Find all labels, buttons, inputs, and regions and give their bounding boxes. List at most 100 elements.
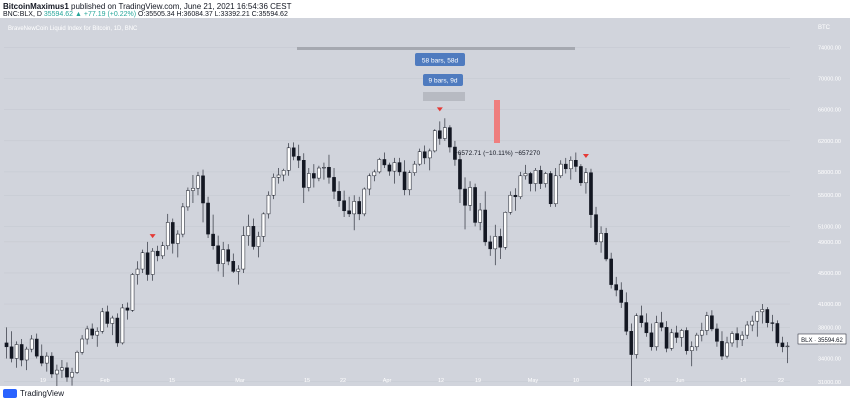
- chart-area[interactable]: BraveNewCoin Liquid Index for Bitcoin, 1…: [0, 18, 850, 390]
- candle: [548, 171, 553, 207]
- candle: [453, 140, 457, 166]
- candle: [80, 335, 84, 355]
- price-tag: [797, 333, 847, 345]
- candle: [432, 129, 437, 153]
- candle: [125, 302, 130, 320]
- candle: [523, 164, 528, 180]
- y-tick-label: 58000.00: [818, 170, 841, 176]
- quote-line: BNC:BLX, D 35594.62 ▲ +77.19 (+0.22%) O:…: [3, 11, 288, 18]
- chart-title: BraveNewCoin Liquid Index for Bitcoin, 1…: [8, 26, 138, 32]
- candle: [176, 230, 180, 258]
- candle: [463, 177, 467, 230]
- candle: [34, 333, 39, 359]
- y-tick-label: 51000.00: [818, 224, 841, 230]
- candle: [322, 162, 326, 180]
- candle: [543, 171, 548, 188]
- y-tick-label: 38000.00: [818, 325, 841, 331]
- candle: [730, 331, 734, 347]
- bars-text-58: 58 bars, 58d: [422, 58, 459, 65]
- candle: [377, 157, 382, 174]
- candle: [538, 165, 543, 190]
- candle: [24, 346, 29, 371]
- candle: [765, 307, 770, 328]
- candle: [609, 252, 613, 289]
- candle: [659, 311, 664, 332]
- published-text: published on TradingView.com, June 21, 2…: [71, 2, 292, 11]
- candle: [236, 265, 241, 285]
- footer: TradingView: [0, 386, 850, 403]
- top-marker: [436, 107, 443, 112]
- x-tick-label: 14: [740, 378, 746, 384]
- candle: [740, 331, 744, 347]
- candle: [75, 350, 79, 374]
- candle: [599, 226, 603, 253]
- candle: [498, 228, 503, 259]
- author-name[interactable]: BitcoinMaximus1: [3, 2, 69, 11]
- candle: [417, 148, 422, 166]
- candle: [276, 168, 281, 184]
- candle: [271, 173, 276, 200]
- candlestick-series: [4, 118, 790, 390]
- last-price: 35594.62: [43, 11, 74, 18]
- candle: [317, 165, 321, 182]
- candle: [150, 248, 155, 281]
- x-tick-label: Apr: [383, 378, 392, 384]
- candle: [251, 218, 256, 250]
- x-tick-label: 24: [644, 378, 650, 384]
- candle: [614, 276, 618, 297]
- y-tick-label: 66000.00: [818, 108, 841, 114]
- price-tag-text: BLX · 35594.62: [801, 338, 843, 344]
- candle: [332, 168, 336, 200]
- candle: [221, 241, 225, 277]
- candle: [735, 327, 739, 348]
- candle: [438, 121, 442, 145]
- x-tick-label: Mar: [235, 378, 245, 384]
- candle: [165, 213, 170, 250]
- candle: [65, 362, 69, 382]
- candle: [281, 168, 286, 182]
- candle: [362, 187, 367, 217]
- top-marker: [149, 234, 156, 239]
- candle: [312, 164, 316, 188]
- candle: [4, 327, 9, 359]
- candle: [110, 315, 115, 336]
- tradingview-logo[interactable]: TradingView: [3, 389, 64, 398]
- candle: [160, 241, 165, 259]
- bars-label-9: [423, 74, 463, 86]
- candle: [684, 327, 689, 355]
- candle: [589, 168, 593, 228]
- candle: [19, 339, 24, 367]
- y-tick-label: 62000.00: [818, 139, 841, 145]
- candle: [785, 342, 790, 364]
- candle: [513, 188, 518, 211]
- candle: [604, 227, 608, 262]
- candle: [45, 352, 49, 372]
- x-tick-label: 22: [340, 378, 346, 384]
- candle: [206, 196, 210, 238]
- candle: [342, 190, 346, 217]
- y-tick-label: 31000.00: [818, 380, 841, 386]
- candle: [60, 360, 64, 378]
- x-tick-label: Jun: [676, 378, 685, 384]
- x-tick-label: 22: [778, 378, 784, 384]
- candle: [85, 325, 89, 345]
- price-chart[interactable]: BraveNewCoin Liquid Index for Bitcoin, 1…: [0, 18, 850, 390]
- candle: [181, 203, 185, 238]
- candle: [347, 196, 351, 217]
- candle: [483, 191, 487, 246]
- candle: [216, 235, 220, 272]
- candle: [105, 305, 110, 328]
- y-tick-label: 49000.00: [818, 240, 841, 246]
- candle: [372, 169, 377, 182]
- candle: [518, 171, 523, 200]
- y-tick-label: 70000.00: [818, 77, 841, 83]
- candle: [750, 315, 755, 332]
- candle: [186, 187, 190, 211]
- candle: [760, 304, 765, 324]
- candle: [155, 245, 160, 262]
- candle: [95, 327, 100, 347]
- candle: [427, 148, 432, 171]
- candle: [307, 168, 311, 192]
- candle: [241, 226, 246, 273]
- publication-header: BitcoinMaximus1 published on TradingView…: [0, 0, 850, 18]
